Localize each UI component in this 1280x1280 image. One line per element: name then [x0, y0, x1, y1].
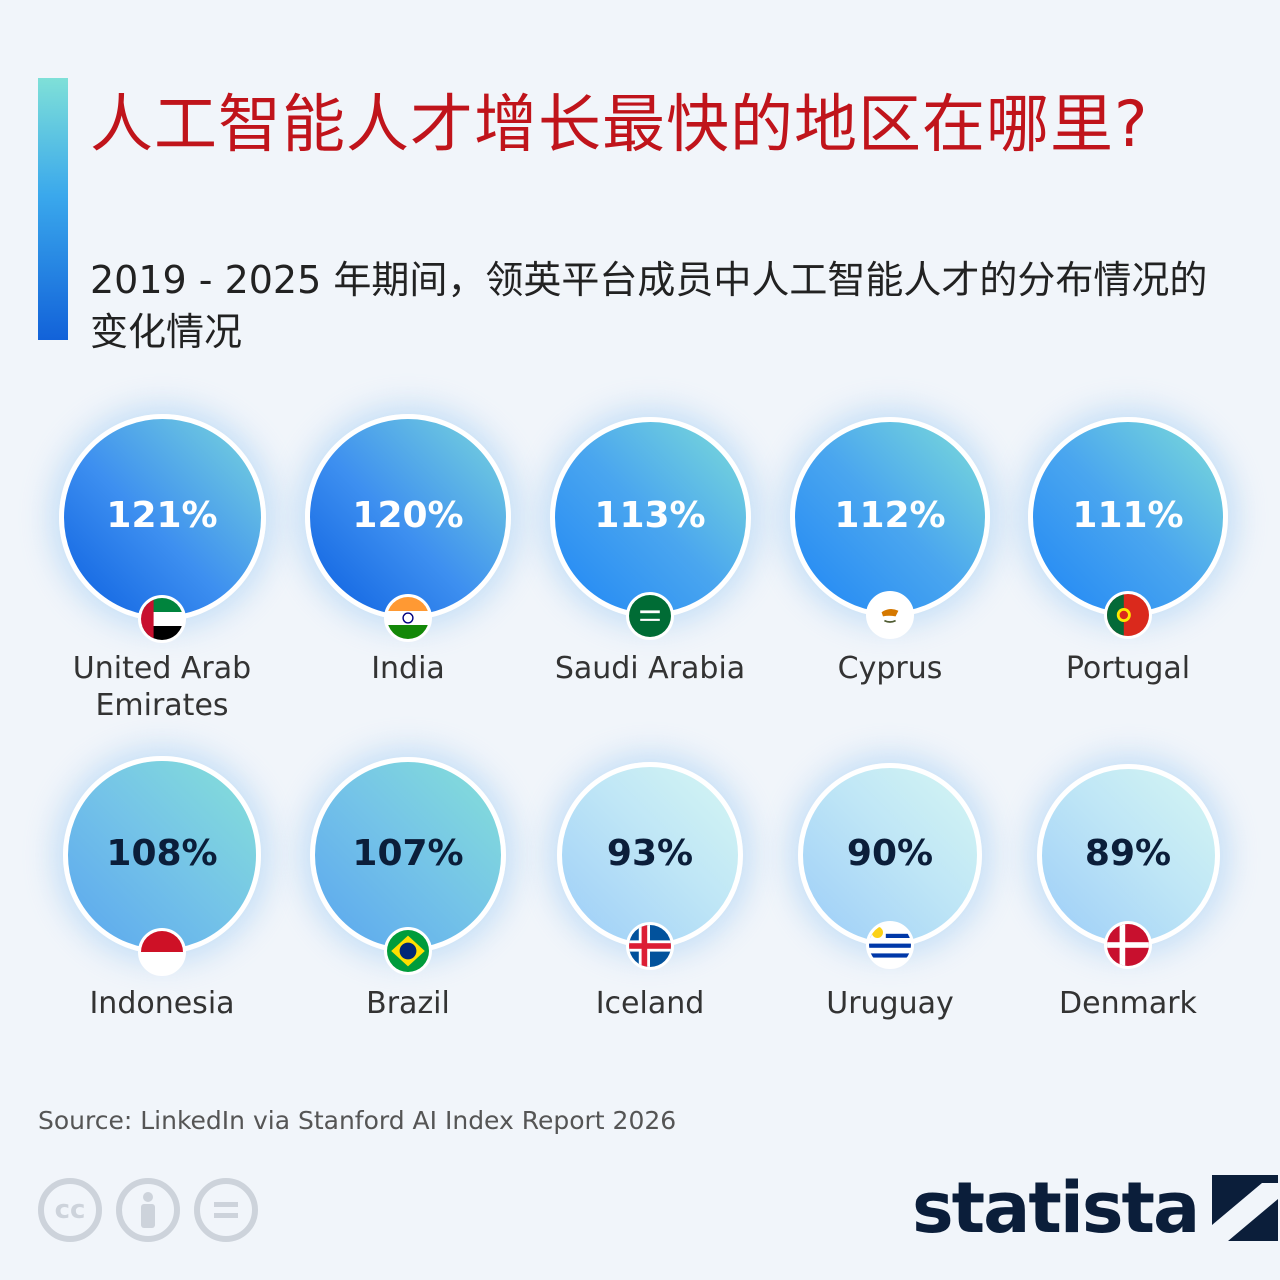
bubble-iceland — [557, 762, 743, 948]
data-label: 112% — [834, 495, 946, 536]
page-title: 人工智能人才增长最快的地区在哪里? — [90, 88, 1149, 161]
country-label: Uruguay — [826, 986, 954, 1021]
data-label: 111% — [1072, 495, 1184, 536]
data-label: 107% — [352, 833, 464, 874]
country-label: Brazil — [366, 986, 450, 1021]
country-label: India — [371, 651, 445, 686]
brazil-flag-icon — [384, 927, 432, 976]
statista-logo: statista — [912, 1167, 1279, 1249]
country-label: United Arab Emirates — [72, 651, 252, 723]
data-label: 120% — [352, 495, 464, 536]
statista-logo-text: statista — [912, 1167, 1200, 1249]
data-label: 89% — [1084, 833, 1172, 874]
saudi-arabia-flag-icon — [626, 591, 674, 640]
data-label: 90% — [846, 833, 934, 874]
country-label: Indonesia — [89, 986, 235, 1021]
source-note: Source: LinkedIn via Stanford AI Index R… — [38, 1106, 677, 1135]
bubble-cyprus — [789, 416, 991, 618]
attribution-icon — [116, 1178, 180, 1242]
cc-icon: cc — [38, 1178, 102, 1242]
bubble-united-arab-emirates — [58, 413, 266, 621]
uae-flag-icon — [138, 594, 186, 643]
no-derivatives-icon — [194, 1178, 258, 1242]
data-label: 121% — [106, 495, 218, 536]
country-label: Cyprus — [837, 651, 943, 686]
portugal-flag-icon — [1104, 590, 1152, 639]
cc-icon-text: cc — [54, 1195, 86, 1225]
uruguay-flag-icon — [866, 920, 914, 969]
country-label: Saudi Arabia — [554, 651, 746, 686]
statista-mark-icon — [1212, 1175, 1279, 1241]
iceland-flag-icon — [626, 922, 674, 970]
data-label: 93% — [606, 833, 694, 874]
bubble-india — [304, 413, 512, 621]
indonesia-flag-icon — [138, 927, 186, 976]
data-label: 108% — [106, 833, 218, 874]
bubble-uruguay — [798, 763, 982, 947]
bubble-indonesia — [63, 756, 261, 954]
country-label: Iceland — [595, 986, 705, 1021]
page-subtitle: 2019 - 2025 年期间，领英平台成员中人工智能人才的分布情况的变化情况 — [90, 258, 1208, 354]
denmark-flag-icon — [1104, 920, 1152, 969]
data-label: 113% — [594, 495, 706, 536]
country-label: Portugal — [1065, 651, 1191, 686]
cyprus-flag-icon — [866, 591, 914, 640]
india-flag-icon — [384, 594, 432, 643]
country-label: Denmark — [1059, 986, 1197, 1021]
accent-bar — [38, 78, 68, 340]
bubble-brazil — [309, 756, 507, 954]
bubble-portugal — [1028, 417, 1228, 617]
